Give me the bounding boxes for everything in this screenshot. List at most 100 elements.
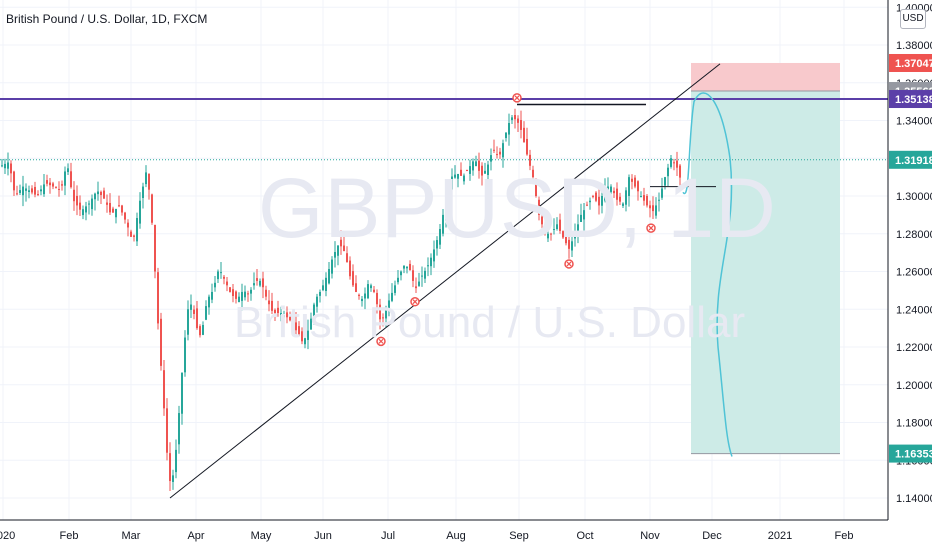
- candle-body: [535, 180, 537, 196]
- candle-body: [259, 280, 261, 286]
- candle: [100, 190, 102, 205]
- candle-body: [412, 270, 414, 281]
- candle: [340, 230, 342, 255]
- candle: [469, 159, 471, 181]
- candle-body: [400, 271, 402, 276]
- candle: [253, 272, 255, 290]
- candle-body: [517, 118, 519, 123]
- candle: [670, 154, 672, 169]
- candle: [43, 173, 45, 197]
- candle: [106, 194, 108, 213]
- candle: [439, 223, 441, 249]
- candle: [571, 233, 573, 258]
- price-badge: 1.16353: [889, 444, 932, 463]
- currency-button[interactable]: USD: [900, 9, 926, 29]
- candle: [319, 289, 321, 303]
- candle: [484, 162, 486, 174]
- candle-body: [505, 132, 507, 139]
- candle: [382, 313, 384, 327]
- candle-body: [160, 318, 162, 366]
- candle: [244, 285, 246, 301]
- candle-body: [466, 169, 468, 171]
- candle-body: [46, 180, 48, 184]
- candle-body: [370, 285, 372, 289]
- candle-body: [247, 293, 249, 295]
- candle: [463, 173, 465, 185]
- candle-body: [250, 289, 252, 294]
- candle-body: [148, 173, 150, 190]
- candle-body: [310, 318, 312, 330]
- y-tick-label: 1.24000: [896, 304, 932, 316]
- candle: [301, 327, 303, 345]
- candle: [265, 285, 267, 301]
- candle: [118, 195, 120, 208]
- candle: [262, 271, 264, 299]
- candle: [88, 200, 90, 215]
- y-tick-label: 1.22000: [896, 342, 932, 354]
- price-badge: 1.37047: [889, 53, 932, 72]
- candle: [616, 182, 618, 206]
- candle: [208, 294, 210, 315]
- candle: [361, 295, 363, 307]
- candle-body: [481, 165, 483, 176]
- candle: [505, 132, 507, 142]
- candle: [514, 108, 516, 129]
- candle-body: [256, 278, 258, 281]
- candle: [415, 277, 417, 294]
- candle: [199, 324, 201, 338]
- candle-body: [319, 291, 321, 296]
- pivot-cross-b: [514, 95, 520, 101]
- candle: [652, 196, 654, 219]
- x-tick-label: Oct: [576, 530, 593, 542]
- candle-body: [544, 227, 546, 234]
- candle-body: [232, 289, 234, 297]
- candle-body: [226, 281, 228, 286]
- candle: [316, 293, 318, 313]
- candle: [367, 280, 369, 300]
- candle: [136, 212, 138, 247]
- x-tick-label: Sep: [509, 530, 529, 542]
- candle: [601, 189, 603, 214]
- candle: [103, 187, 105, 199]
- candle: [451, 168, 453, 197]
- candle: [448, 183, 450, 215]
- candle: [229, 286, 231, 293]
- candle: [385, 305, 387, 328]
- candle: [313, 302, 315, 325]
- watermark-name: British Pound / U.S. Dollar: [234, 298, 746, 347]
- candle: [67, 163, 69, 176]
- candle-body: [295, 322, 297, 331]
- candle: [370, 283, 372, 292]
- x-tick-label: Feb: [835, 530, 854, 542]
- candle-body: [163, 370, 165, 409]
- candle-body: [286, 312, 288, 318]
- candle-body: [298, 326, 300, 336]
- y-tick-label: 1.20000: [896, 380, 932, 392]
- candle-body: [598, 196, 600, 206]
- candle-body: [16, 193, 18, 195]
- pivot-marker: [512, 93, 522, 103]
- symbol-title[interactable]: British Pound / U.S. Dollar, 1D, FXCM: [6, 12, 208, 26]
- candle: [112, 206, 114, 213]
- candle-body: [40, 189, 42, 192]
- candle-body: [49, 182, 51, 186]
- candle: [226, 277, 228, 292]
- candle: [310, 312, 312, 330]
- candle-body: [313, 304, 315, 320]
- candle-body: [388, 300, 390, 312]
- candle-body: [130, 231, 132, 237]
- candle-body: [532, 169, 534, 178]
- candle-body: [169, 453, 171, 482]
- candle-body: [106, 202, 108, 205]
- candle: [274, 308, 276, 322]
- candle-body: [667, 167, 669, 177]
- candle-body: [364, 293, 366, 299]
- candle-body: [658, 199, 660, 201]
- candle: [607, 177, 609, 199]
- candle: [13, 170, 15, 196]
- candle-body: [265, 289, 267, 297]
- candle-body: [73, 189, 75, 202]
- candle-body: [355, 283, 357, 292]
